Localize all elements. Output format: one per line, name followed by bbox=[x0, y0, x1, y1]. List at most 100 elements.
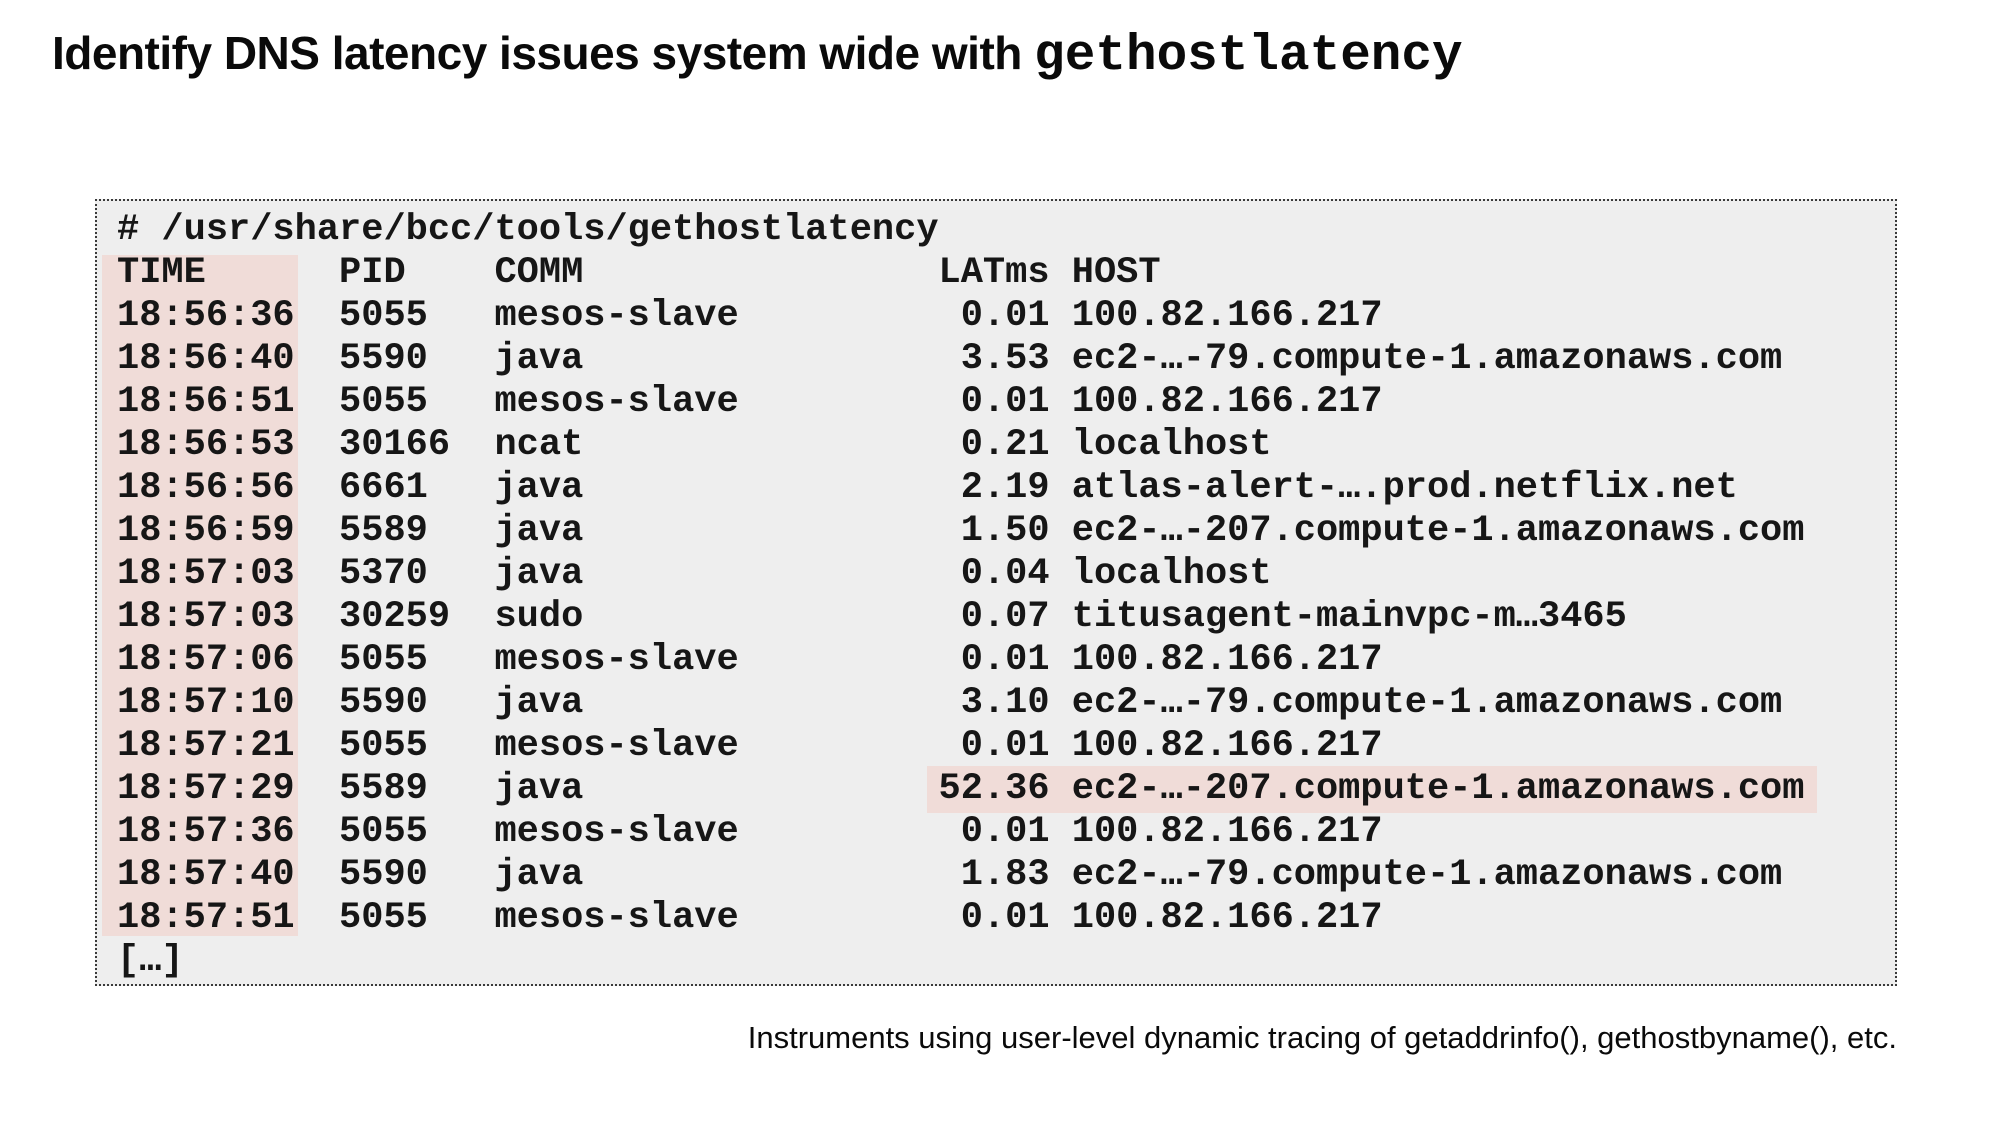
cell-host: ec2-…-207.compute-1.amazonaws.com bbox=[1071, 510, 1805, 552]
title-text: Identify DNS latency issues system wide … bbox=[52, 27, 1035, 79]
cell-latms: 3.10 bbox=[960, 682, 1050, 724]
cell-comm: mesos-slave bbox=[494, 811, 739, 853]
cell-pid: 5590 bbox=[339, 338, 428, 380]
cell-pid: 30259 bbox=[339, 596, 451, 638]
table-row: 18:57:10 5590 java 3.10 ec2-…-79.compute… bbox=[117, 682, 1895, 725]
cell-comm: mesos-slave bbox=[494, 295, 739, 337]
cell-pid: 5589 bbox=[339, 510, 428, 552]
cell-latms: 3.53 bbox=[960, 338, 1050, 380]
cell-host: 100.82.166.217 bbox=[1071, 295, 1383, 337]
table-row: 18:57:36 5055 mesos-slave 0.01 100.82.16… bbox=[117, 811, 1895, 854]
cell-host: 100.82.166.217 bbox=[1071, 725, 1383, 767]
cell-latms: 0.01 bbox=[960, 811, 1050, 853]
cell-comm: mesos-slave bbox=[494, 381, 739, 423]
cell-host: localhost bbox=[1071, 553, 1272, 595]
cell-pid: 5370 bbox=[339, 553, 428, 595]
table-row: 18:57:06 5055 mesos-slave 0.01 100.82.16… bbox=[117, 639, 1895, 682]
cell-time: 18:57:21 bbox=[117, 725, 295, 767]
cell-pid: 5055 bbox=[339, 725, 428, 767]
cell-host: ec2-…-79.compute-1.amazonaws.com bbox=[1071, 338, 1783, 380]
cell-time: 18:56:40 bbox=[117, 338, 295, 380]
table-row: 18:56:51 5055 mesos-slave 0.01 100.82.16… bbox=[117, 381, 1895, 424]
cell-pid: 5589 bbox=[339, 768, 428, 810]
cell-host: ec2-…-79.compute-1.amazonaws.com bbox=[1071, 682, 1783, 724]
cell-time: 18:56:36 bbox=[117, 295, 295, 337]
cell-latms: 0.07 bbox=[960, 596, 1050, 638]
cell-comm: mesos-slave bbox=[494, 725, 739, 767]
cell-comm: java bbox=[494, 682, 584, 724]
cell-latms: 0.01 bbox=[960, 295, 1050, 337]
cell-pid: 6661 bbox=[339, 467, 428, 509]
cell-time: 18:57:36 bbox=[117, 811, 295, 853]
cell-host: ec2-…-79.compute-1.amazonaws.com bbox=[1071, 854, 1783, 896]
high-latency-row-highlight bbox=[927, 766, 1817, 813]
table-row: 18:57:03 5370 java 0.04 localhost bbox=[117, 553, 1895, 596]
cell-host: 100.82.166.217 bbox=[1071, 897, 1383, 939]
cell-latms: 0.01 bbox=[960, 725, 1050, 767]
footer-caption: Instruments using user-level dynamic tra… bbox=[747, 1020, 1897, 1055]
cell-host: localhost bbox=[1071, 424, 1272, 466]
cell-comm: java bbox=[494, 553, 584, 595]
cell-time: 18:56:53 bbox=[117, 424, 295, 466]
cell-comm: mesos-slave bbox=[494, 897, 739, 939]
cell-latms: 0.04 bbox=[960, 553, 1050, 595]
cell-pid: 30166 bbox=[339, 424, 451, 466]
table-row: 18:56:56 6661 java 2.19 atlas-alert-….pr… bbox=[117, 467, 1895, 510]
cell-pid: 5590 bbox=[339, 854, 428, 896]
table-row: 18:57:51 5055 mesos-slave 0.01 100.82.16… bbox=[117, 897, 1895, 940]
cell-latms: 1.83 bbox=[960, 854, 1050, 896]
table-row: 18:57:03 30259 sudo 0.07 titusagent-main… bbox=[117, 596, 1895, 639]
cell-host: 100.82.166.217 bbox=[1071, 811, 1383, 853]
cell-host: ec2-…-207.compute-1.amazonaws.com bbox=[1071, 768, 1805, 810]
cell-pid: 5055 bbox=[339, 897, 428, 939]
cell-latms: 0.21 bbox=[960, 424, 1050, 466]
table-row: 18:56:53 30166 ncat 0.21 localhost bbox=[117, 424, 1895, 467]
column-header-host: HOST bbox=[1071, 252, 1161, 294]
cell-pid: 5590 bbox=[339, 682, 428, 724]
cell-comm: java bbox=[494, 338, 584, 380]
cell-time: 18:57:03 bbox=[117, 553, 295, 595]
cell-host: 100.82.166.217 bbox=[1071, 639, 1383, 681]
cell-comm: java bbox=[494, 854, 584, 896]
cell-comm: java bbox=[494, 768, 584, 810]
cell-time: 18:56:59 bbox=[117, 510, 295, 552]
cell-latms: 0.01 bbox=[960, 897, 1050, 939]
cell-pid: 5055 bbox=[339, 381, 428, 423]
cell-host: atlas-alert-….prod.netflix.net bbox=[1071, 467, 1738, 509]
terminal-lines: # /usr/share/bcc/tools/gethostlatency TI… bbox=[97, 201, 1895, 983]
column-header-latms: LATms bbox=[938, 252, 1050, 294]
cell-latms: 0.01 bbox=[960, 381, 1050, 423]
table-row: 18:57:40 5590 java 1.83 ec2-…-79.compute… bbox=[117, 854, 1895, 897]
table-row: 18:57:29 5589 java 52.36 ec2-…-207.compu… bbox=[117, 768, 1895, 811]
cell-latms: 2.19 bbox=[960, 467, 1050, 509]
title-command-name: gethostlatency bbox=[1034, 28, 1463, 85]
cell-time: 18:57:29 bbox=[117, 768, 295, 810]
cell-latms: 52.36 bbox=[938, 768, 1050, 810]
cell-pid: 5055 bbox=[339, 639, 428, 681]
table-row: 18:56:40 5590 java 3.53 ec2-…-79.compute… bbox=[117, 338, 1895, 381]
cell-comm: ncat bbox=[494, 424, 584, 466]
column-header-comm: COMM bbox=[494, 252, 584, 294]
cell-pid: 5055 bbox=[339, 811, 428, 853]
cell-time: 18:57:51 bbox=[117, 897, 295, 939]
column-header-pid: PID bbox=[339, 252, 406, 294]
column-header-time: TIME bbox=[117, 252, 206, 294]
table-header-row: TIME PID COMM LATms HOST bbox=[117, 252, 1895, 295]
cell-comm: java bbox=[494, 510, 584, 552]
cell-latms: 0.01 bbox=[960, 639, 1050, 681]
page-title: Identify DNS latency issues system wide … bbox=[52, 26, 1463, 85]
table-rows: 18:56:36 5055 mesos-slave 0.01 100.82.16… bbox=[117, 295, 1895, 940]
time-column-highlight bbox=[102, 255, 298, 936]
cell-time: 18:57:03 bbox=[117, 596, 295, 638]
command-line: # /usr/share/bcc/tools/gethostlatency bbox=[117, 209, 939, 251]
cell-host: 100.82.166.217 bbox=[1071, 381, 1383, 423]
cell-comm: java bbox=[494, 467, 584, 509]
cell-comm: sudo bbox=[494, 596, 584, 638]
cell-comm: mesos-slave bbox=[494, 639, 739, 681]
cell-time: 18:57:40 bbox=[117, 854, 295, 896]
terminal-output-box: # /usr/share/bcc/tools/gethostlatency TI… bbox=[95, 199, 1897, 986]
table-row: 18:56:59 5589 java 1.50 ec2-…-207.comput… bbox=[117, 510, 1895, 553]
cell-host: titusagent-mainvpc-m…3465 bbox=[1071, 596, 1627, 638]
cell-pid: 5055 bbox=[339, 295, 428, 337]
